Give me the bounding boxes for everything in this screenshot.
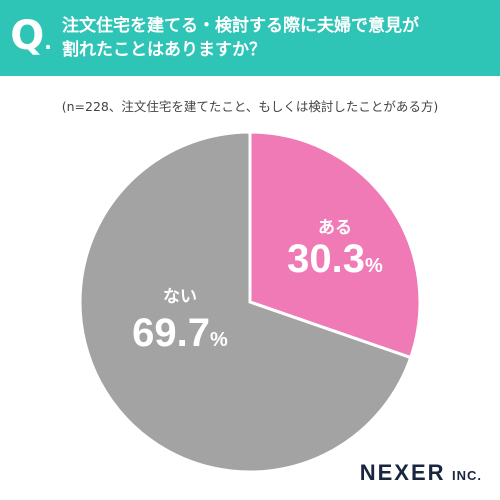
- logo-main: NEXER: [359, 460, 446, 485]
- nexer-logo: NEXER INC.: [360, 460, 482, 486]
- slice-value-unit-1: %: [210, 329, 228, 351]
- question-title: 注文住宅を建てる・検討する際に夫婦で意見が 割れたことはありますか？: [62, 14, 482, 62]
- header-bar: Q. 注文住宅を建てる・検討する際に夫婦で意見が 割れたことはありますか？: [0, 0, 500, 76]
- slice-value-0: 30.3%: [287, 237, 383, 281]
- slice-value-number-0: 30.3: [287, 237, 365, 281]
- slice-value-1: 69.7%: [132, 311, 228, 355]
- slice-label-0: ある: [318, 218, 352, 238]
- slice-value-number-1: 69.7: [132, 311, 210, 355]
- slice-label-1: ない: [163, 287, 197, 307]
- q-letter: Q: [10, 13, 45, 59]
- q-dot: .: [44, 30, 52, 54]
- question-line-1: 注文住宅を建てる・検討する際に夫婦で意見が: [62, 16, 419, 36]
- logo-suffix: INC.: [452, 468, 482, 483]
- q-badge: Q.: [0, 13, 62, 59]
- pie-slice-0: [248, 130, 422, 360]
- slice-value-unit-0: %: [365, 255, 383, 277]
- question-line-2: 割れたことはありますか？: [62, 40, 266, 60]
- sample-note: (n=228、注文住宅を建てたこと、もしくは検討したことがある方): [61, 99, 439, 114]
- pie-slice-1: [78, 130, 413, 474]
